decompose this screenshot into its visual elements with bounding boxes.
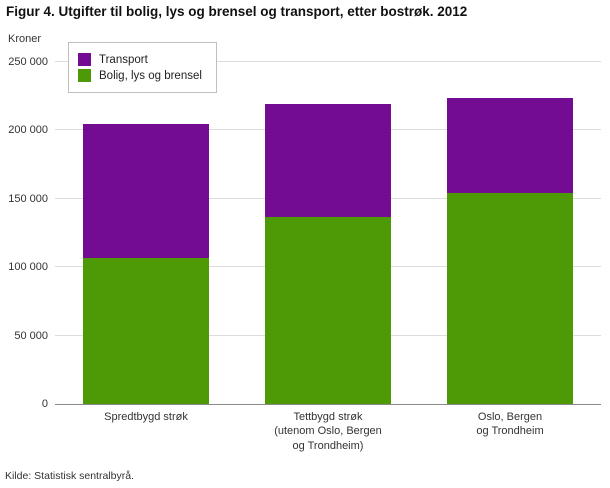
y-tick-label: 50 000	[14, 329, 48, 342]
plot-area	[55, 61, 601, 405]
x-axis-category-labels: Spredtbygd strøk Tettbygd strøk (utenom O…	[55, 410, 601, 458]
bar-segment	[447, 193, 573, 404]
y-tick-label: 100 000	[8, 261, 48, 274]
y-axis-tick-labels: 0 50 000 100 000 150 000 200 000 250 000	[0, 56, 48, 410]
figure-title: Figur 4. Utgifter til bolig, lys og bren…	[6, 4, 468, 19]
y-tick-label: 0	[41, 398, 48, 410]
bar-segment	[265, 104, 391, 217]
gridline	[55, 61, 601, 62]
x-category-label: Spredtbygd strøk	[104, 411, 188, 423]
bar-segment	[265, 216, 391, 404]
bar-segment	[83, 123, 209, 258]
y-tick-label: 250 000	[8, 56, 48, 68]
y-tick-label: 200 000	[8, 124, 48, 137]
legend-swatch	[78, 53, 91, 66]
x-category-label: Oslo, Bergen og Trondheim	[476, 411, 544, 438]
bar-segment	[447, 97, 573, 194]
legend-label: Transport	[99, 53, 148, 66]
y-axis-title: Kroner	[8, 33, 42, 45]
legend-swatch	[78, 69, 91, 82]
bar-segment	[83, 257, 209, 404]
legend-item: Transport	[78, 53, 202, 66]
legend-item: Bolig, lys og brensel	[78, 69, 202, 82]
legend: Transport Bolig, lys og brensel	[68, 42, 217, 93]
source-note: Kilde: Statistisk sentralbyrå.	[5, 470, 134, 482]
y-tick-label: 150 000	[8, 192, 48, 205]
x-category-label: Tettbygd strøk (utenom Oslo, Bergen og T…	[274, 411, 382, 452]
legend-label: Bolig, lys og brensel	[99, 69, 202, 82]
